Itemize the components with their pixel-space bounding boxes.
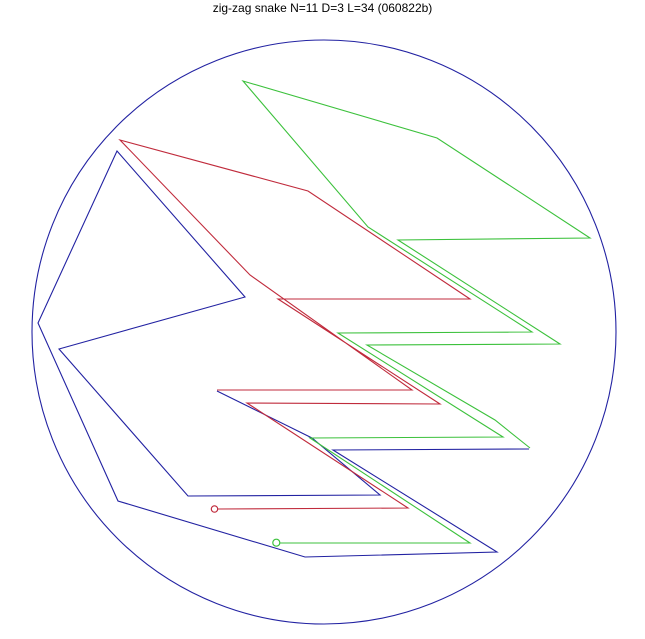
red-snake-path xyxy=(118,138,472,510)
figure-title: zig-zag snake N=11 D=3 L=34 (060822b) xyxy=(212,1,433,15)
green-snake-start-marker-icon xyxy=(272,538,281,547)
blue-snake-path xyxy=(37,149,530,558)
boundary-circle xyxy=(31,39,617,625)
red-snake-start-marker-icon xyxy=(210,505,219,513)
green-snake-path xyxy=(241,79,592,544)
